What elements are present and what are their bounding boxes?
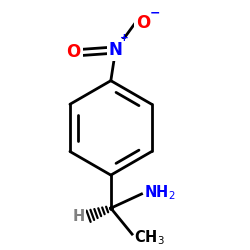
Text: N: N xyxy=(108,41,122,59)
Text: O: O xyxy=(66,43,81,61)
Text: O: O xyxy=(136,14,150,32)
Text: −: − xyxy=(150,7,160,20)
Text: H: H xyxy=(72,209,85,224)
Text: CH$_3$: CH$_3$ xyxy=(134,228,165,247)
Text: NH$_2$: NH$_2$ xyxy=(144,184,176,202)
Text: +: + xyxy=(120,33,129,43)
